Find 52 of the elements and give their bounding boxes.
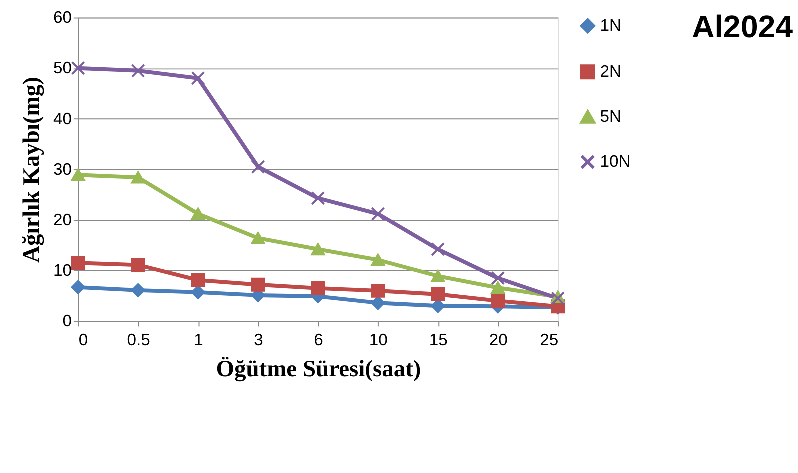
point [551,292,566,306]
point [71,280,86,294]
y-tick-label: 0 [62,312,72,331]
point [131,171,146,184]
legend-label: 1N [600,16,622,35]
point [71,256,86,270]
point [431,242,446,256]
point [431,288,446,302]
x-tick-label: 15 [429,330,448,350]
point [71,61,86,76]
x-tick-label: 3 [254,330,264,350]
x-axis-title: Öğütme Süresi(saat) [216,356,422,383]
x-tick-label: 6 [314,330,324,350]
point [371,207,386,222]
point [371,296,386,310]
point [251,278,266,292]
y-tick-label: 30 [53,160,72,179]
y-tick-label: 20 [53,210,72,230]
y-tick-label: 50 [53,58,72,78]
x-tick-label: 0.5 [127,330,150,350]
x-tick-label: 0 [78,330,88,350]
point [131,258,146,272]
y-tick-label: 40 [53,109,72,128]
point [191,72,206,86]
point [191,273,206,288]
point [491,271,506,286]
point [491,282,506,294]
legend-label: 10N [600,152,631,172]
point [431,270,446,282]
text: Al2024 [692,9,794,44]
y-axis-title: Ağırlık Kaybı(mg) [18,77,45,263]
x-tick-label: 10 [369,330,388,350]
legend-label: 5N [600,107,622,126]
legend-label: 2N [600,62,622,82]
x-tick-label: 20 [489,330,508,350]
point [371,284,386,298]
point [311,191,326,206]
y-tick-label: 60 [53,8,72,28]
point [71,168,86,182]
x-tick-label: 1 [194,330,204,350]
point [251,160,266,174]
point [131,283,146,298]
point [311,281,326,296]
x-tick-label: 25 [540,330,559,350]
point [191,208,206,220]
point [191,285,206,300]
point [491,294,506,308]
point [251,232,266,245]
point [131,64,146,78]
y-tick-label: 10 [53,261,72,280]
point [311,243,326,256]
point [371,254,386,266]
